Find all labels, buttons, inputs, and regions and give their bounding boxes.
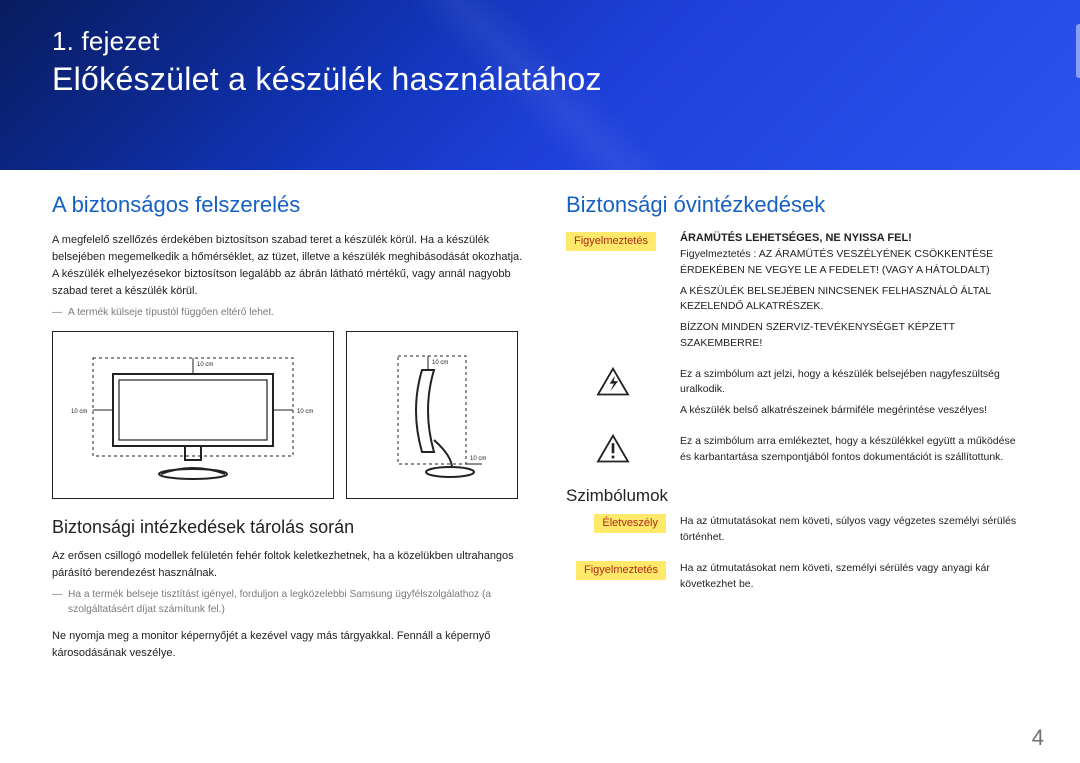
subsection-storage: Biztonsági intézkedések tárolás során xyxy=(52,517,524,538)
column-right: Biztonsági óvintézkedések Figyelmeztetés… xyxy=(566,192,1028,668)
caution-line-2: A KÉSZÜLÉK BELSEJÉBEN NINCSENEK FELHASZN… xyxy=(680,284,1028,316)
shock-icon xyxy=(596,367,630,397)
exclamation-icon xyxy=(596,434,630,464)
shock-text-1: Ez a szimbólum azt jelzi, hogy a készülé… xyxy=(680,367,1028,399)
edge-tab xyxy=(1076,24,1080,78)
chapter-title: Előkészület a készülék használatához xyxy=(52,61,1028,98)
docs-text: Ez a szimbólum arra emlékeztet, hogy a k… xyxy=(680,434,1028,466)
label-top-clearance: 10 cm xyxy=(197,362,213,368)
shock-symbol-row: Ez a szimbólum azt jelzi, hogy a készülé… xyxy=(566,367,1028,424)
caution-line-3: BÍZZON MINDEN SZERVIZ-TEVÉKENYSÉGET KÉPZ… xyxy=(680,320,1028,352)
caution-title: ÁRAMÜTÉS LEHETSÉGES, NE NYISSA FEL! xyxy=(680,232,1028,244)
docs-symbol-row: Ez a szimbólum arra emlékeztet, hogy a k… xyxy=(566,434,1028,471)
section-heading-installation: A biztonságos felszerelés xyxy=(52,192,524,218)
clearance-diagrams: 10 cm 10 cm 10 cm 10 xyxy=(52,331,524,499)
caution-line-1: Figyelmeztetés : AZ ÁRAMÜTÉS VESZÉLYÉNEK… xyxy=(680,247,1028,279)
storage-paragraph-press: Ne nyomja meg a monitor képernyőjét a ke… xyxy=(52,628,524,662)
label-right-clearance: 10 cm xyxy=(297,409,313,415)
chapter-label: 1. fejezet xyxy=(52,26,1028,57)
subsection-symbols: Szimbólumok xyxy=(566,486,1028,506)
shock-text-2: A készülék belső alkatrészeinek bármifél… xyxy=(680,403,1028,419)
page-number: 4 xyxy=(1032,725,1044,751)
chapter-hero: 1. fejezet Előkészület a készülék haszná… xyxy=(0,0,1080,170)
warning-pill: Figyelmeztetés xyxy=(566,232,656,251)
label-side-top: 10 cm xyxy=(432,360,448,366)
label-side-back: 10 cm xyxy=(470,456,486,462)
page-columns: A biztonságos felszerelés A megfelelő sz… xyxy=(0,170,1080,668)
installation-paragraph: A megfelelő szellőzés érdekében biztosít… xyxy=(52,232,524,300)
danger-pill: Életveszély xyxy=(594,514,666,533)
diagram-side-view: 10 cm 10 cm xyxy=(346,331,518,499)
label-left-clearance: 10 cm xyxy=(71,409,87,415)
footnote-cleaning: Ha a termék belseje tisztítást igényel, … xyxy=(52,588,524,618)
danger-text: Ha az útmutatásokat nem követi, súlyos v… xyxy=(680,514,1028,546)
symbol-warning-row: Figyelmeztetés Ha az útmutatásokat nem k… xyxy=(566,561,1028,598)
section-heading-precautions: Biztonsági óvintézkedések xyxy=(566,192,1028,218)
caution-block: Figyelmeztetés ÁRAMÜTÉS LEHETSÉGES, NE N… xyxy=(566,232,1028,357)
diagram-front-view: 10 cm 10 cm 10 cm xyxy=(52,331,334,499)
warning-text: Ha az útmutatásokat nem követi, személyi… xyxy=(680,561,1028,593)
storage-paragraph-humidifier: Az erősen csillogó modellek felületén fe… xyxy=(52,548,524,582)
column-left: A biztonságos felszerelés A megfelelő sz… xyxy=(52,192,524,668)
footnote-appearance: A termék külseje típustól függően eltérő… xyxy=(52,306,524,321)
symbol-danger-row: Életveszély Ha az útmutatásokat nem köve… xyxy=(566,514,1028,551)
warning-pill-2: Figyelmeztetés xyxy=(576,561,666,580)
